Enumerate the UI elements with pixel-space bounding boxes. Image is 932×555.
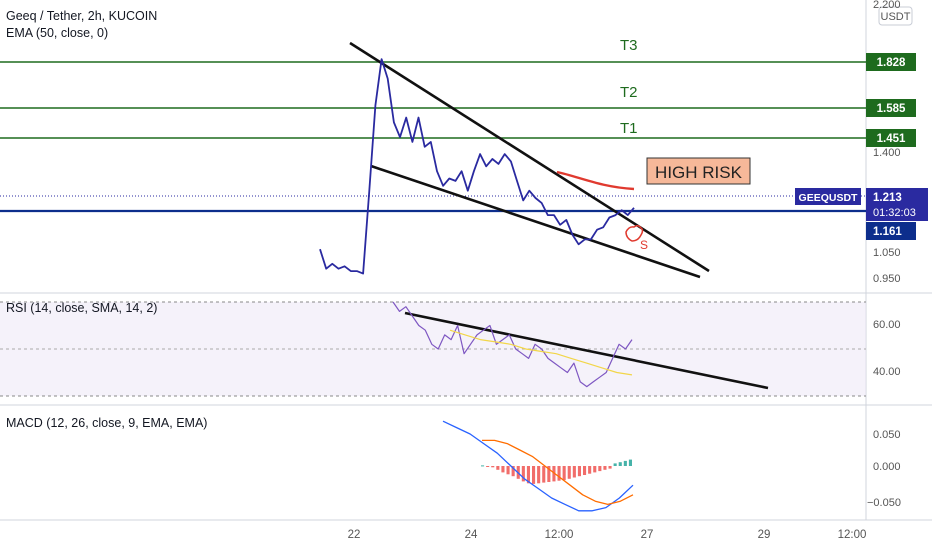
target-label-t2: T2 [620,84,638,101]
target-price-tag-t3 [866,53,916,71]
high-risk-box[interactable] [646,157,751,185]
macd-line[interactable] [442,420,634,512]
support-price-tag [866,222,916,240]
macd-legend[interactable]: MACD (12, 26, close, 9, EMA, EMA) [6,415,207,432]
rsi-ma-line[interactable] [449,329,633,376]
rsi-tick: 40.00 [873,366,901,378]
price-tick: 2.200 [873,0,901,11]
candle-countdown: 01:32:03 [873,207,916,219]
macd-histogram-bar [628,459,632,466]
price-tick: 1.400 [873,147,901,159]
time-tick: 29 [758,529,771,541]
macd-histogram-bar [618,462,622,466]
macd-histogram-bar [577,466,581,477]
main-legend[interactable]: Geeq / Tether, 2h, KUCOIN EMA (50, close… [6,8,157,42]
macd-histogram-bar [542,466,546,483]
macd-histogram-bar [537,466,541,484]
macd-histogram-bar [603,466,607,470]
macd-histogram-bar [511,466,515,477]
macd-histogram-bar [557,466,561,481]
macd-series-layer [442,420,634,512]
macd-histogram-bar [567,466,571,479]
macd-tick: 0.000 [873,461,901,473]
time-tick: 12:00 [545,529,574,541]
sell-marker-label: S [640,238,648,252]
macd-histogram-bar [532,466,536,484]
wedge-lower-trendline[interactable] [370,164,701,279]
macd-histogram-bar [608,466,612,469]
macd-histogram-bar [491,466,495,468]
macd-histogram-bar [593,466,597,473]
rsi-line[interactable] [392,301,633,388]
price-tick: 0.950 [873,273,901,285]
macd-legend-label: MACD (12, 26, close, 9, EMA, EMA) [6,416,208,430]
wedge-upper-trendline[interactable] [349,41,710,273]
high-risk-label: HIGH RISK [655,163,743,182]
target-label-t3: T3 [620,37,638,54]
symbol-tag [795,188,861,205]
target-label-t1: T1 [620,120,638,137]
ema-line[interactable] [556,170,635,191]
macd-histogram-bar [623,460,627,466]
macd-histogram-bar [583,466,587,475]
chart-title: Geeq / Tether, 2h, KUCOIN [6,9,158,23]
price-series-layer [319,58,635,275]
ema-legend: EMA (50, close, 0) [6,26,109,40]
rsi-tick: 60.00 [873,319,901,331]
target-price-value-t2: 1.585 [877,103,906,115]
rsi-legend[interactable]: RSI (14, close, SMA, 14, 2) [6,300,157,317]
macd-histogram-bar [481,465,485,467]
time-tick: 27 [641,529,654,541]
macd-histogram-bar [547,466,551,482]
time-tick: 12:00 [838,529,867,541]
macd-histogram-bar [588,466,592,474]
macd-tick: −0.050 [867,497,901,509]
currency-badge-label: USDT [881,11,911,23]
rsi-trendline[interactable] [404,311,769,390]
macd-histogram-bar [521,466,525,482]
macd-histogram-bar [501,466,505,473]
macd-histogram-bar [526,466,530,484]
current-price-value: 1.213 [873,192,902,204]
target-price-value-t3: 1.828 [877,57,906,69]
current-price-tag [866,188,928,221]
time-tick: 22 [348,529,361,541]
currency-badge[interactable] [878,6,913,26]
macd-histogram-bar [562,466,566,481]
macd-histogram-bar [613,463,617,466]
target-price-value-t1: 1.451 [877,133,906,145]
time-tick: 24 [465,529,478,541]
macd-histogram-bar [506,466,510,475]
price-tick: 1.050 [873,247,901,259]
sell-hand-icon[interactable] [625,224,644,242]
macd-tick: 0.050 [873,429,901,441]
rsi-legend-label: RSI (14, close, SMA, 14, 2) [6,301,158,315]
target-price-tag-t1 [866,129,916,147]
symbol-tag-label: GEEQUSDT [799,192,859,204]
target-price-tag-t2 [866,99,916,117]
support-price-value: 1.161 [873,226,902,238]
rsi-series-layer [392,301,633,388]
macd-histogram-bar [572,466,576,478]
signal-line[interactable] [482,439,634,506]
macd-histogram-bar [486,466,490,467]
price-line[interactable] [319,58,635,275]
macd-histogram-bar [496,466,500,470]
macd-histogram-bar [598,466,602,472]
